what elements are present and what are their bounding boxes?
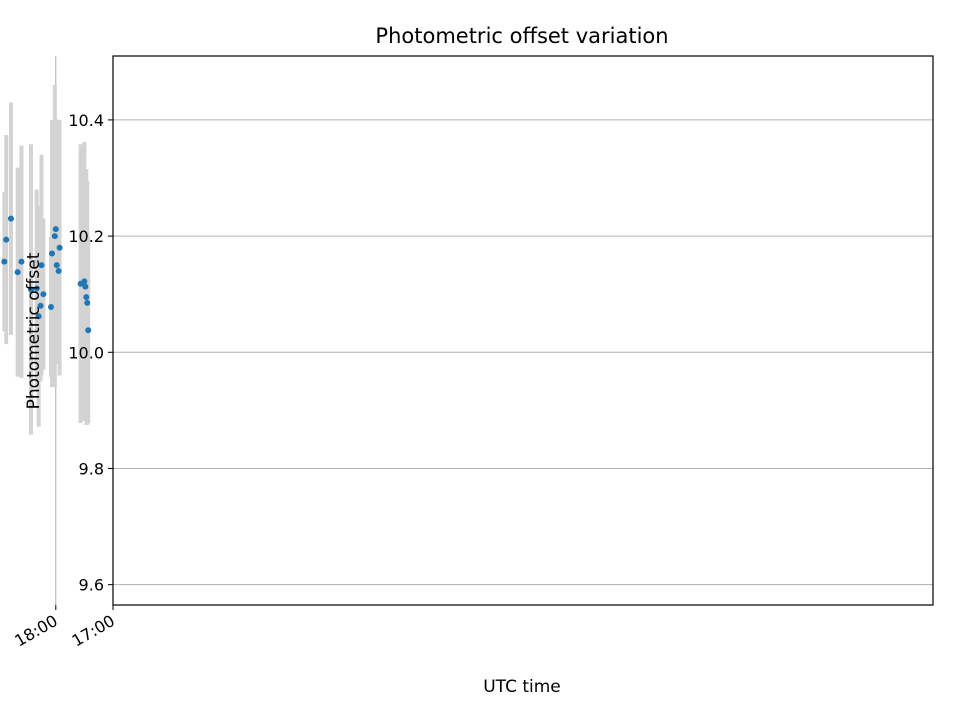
- data-point: [52, 226, 59, 233]
- chart-title: Photometric offset variation: [375, 24, 668, 48]
- plot-frame: [112, 55, 934, 606]
- data-point: [38, 262, 45, 269]
- data-points: [1, 215, 92, 334]
- data-point: [48, 250, 55, 257]
- data-point: [53, 262, 60, 269]
- data-point: [3, 236, 10, 243]
- data-point: [51, 233, 58, 240]
- data-point: [7, 215, 14, 222]
- data-point: [82, 283, 89, 290]
- data-point: [85, 327, 92, 334]
- data-point: [56, 244, 63, 251]
- data-point: [14, 269, 21, 276]
- y-axis: 9.6 9.8 10.0 10.2 10.4: [68, 111, 113, 595]
- x-axis-title: UTC time: [483, 677, 561, 697]
- data-point: [18, 258, 25, 265]
- data-point: [28, 286, 34, 293]
- data-point: [33, 285, 40, 292]
- y-tick-label: 9.6: [79, 576, 104, 595]
- data-point: [83, 294, 90, 301]
- y-tick-label: 10.2: [68, 227, 104, 246]
- data-point: [84, 299, 91, 306]
- data-point: [48, 303, 55, 310]
- data-point: [77, 280, 84, 287]
- data-point: [37, 302, 44, 309]
- y-axis-title: Photometric offset: [24, 252, 44, 409]
- data-point: [35, 313, 42, 320]
- y-tick-label: 9.8: [79, 459, 104, 478]
- data-point: [40, 291, 47, 298]
- data-point: [55, 267, 62, 274]
- y-tick-label: 10.4: [68, 111, 104, 130]
- data-point: [1, 258, 8, 265]
- y-tick-label: 10.0: [68, 343, 104, 362]
